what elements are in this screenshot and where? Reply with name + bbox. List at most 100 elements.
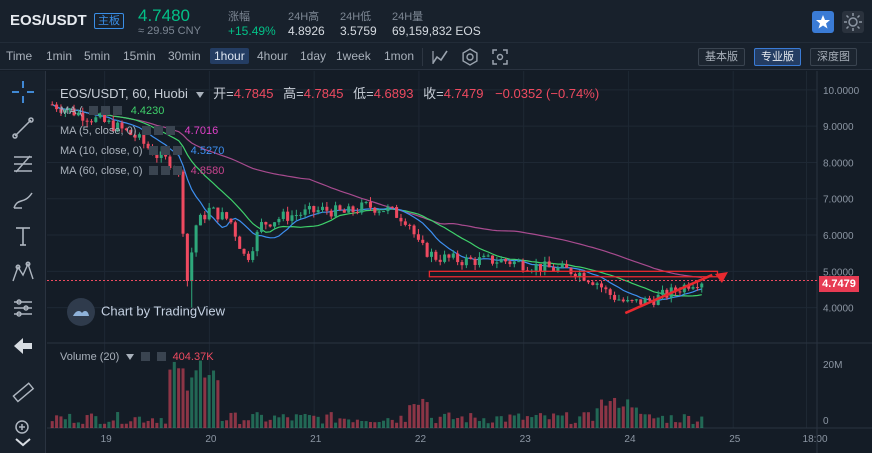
measure-icon[interactable] bbox=[10, 295, 36, 321]
candle-body bbox=[155, 154, 159, 158]
candle-body bbox=[521, 261, 525, 271]
volume-bar bbox=[194, 370, 198, 428]
volume-bar bbox=[290, 420, 294, 428]
text-icon[interactable] bbox=[10, 223, 36, 249]
change-value: +15.49% bbox=[228, 24, 276, 38]
favorite-star-icon[interactable] bbox=[812, 11, 834, 33]
candle-body bbox=[286, 211, 290, 221]
volume-bar bbox=[543, 415, 547, 428]
volume-bar bbox=[700, 416, 704, 428]
ma-legend-4[interactable]: MA (60, close, 0) 4.8580 bbox=[60, 165, 224, 177]
remove-icon[interactable] bbox=[172, 166, 182, 175]
settings-icon[interactable] bbox=[100, 106, 110, 115]
ma-label: MA (5, close, 0) bbox=[60, 125, 137, 137]
fib-icon[interactable] bbox=[10, 151, 36, 177]
indicators-icon[interactable] bbox=[430, 47, 450, 67]
interval-15min[interactable]: 15min bbox=[123, 49, 156, 63]
visibility-toggle-icon[interactable] bbox=[142, 126, 152, 135]
settings-icon[interactable] bbox=[160, 166, 170, 175]
ma-label: MA (10, close, 0) bbox=[60, 145, 143, 157]
interval-1min[interactable]: 1min bbox=[46, 49, 73, 63]
last-price-tag: 4.7479 bbox=[819, 276, 859, 292]
interval-4hour[interactable]: 4hour bbox=[257, 49, 288, 63]
interval-time[interactable]: Time bbox=[6, 49, 33, 63]
theme-sun-icon[interactable] bbox=[842, 11, 864, 33]
volume-bar bbox=[198, 360, 202, 428]
volume-bar bbox=[547, 419, 551, 428]
volume-legend[interactable]: Volume (20) 404.37K bbox=[60, 351, 214, 363]
interval-1day[interactable]: 1day bbox=[300, 49, 327, 63]
crosshair-icon[interactable] bbox=[10, 79, 36, 105]
candle-body bbox=[63, 110, 67, 113]
volume-bar bbox=[399, 415, 403, 428]
volume-bar bbox=[246, 420, 250, 428]
visibility-toggle-icon[interactable] bbox=[88, 106, 98, 115]
volume-bar bbox=[364, 421, 368, 428]
volume-bar bbox=[255, 412, 259, 428]
pattern-icon[interactable] bbox=[10, 259, 36, 285]
candle-body bbox=[552, 267, 556, 272]
back-arrow-icon[interactable] bbox=[10, 333, 36, 359]
volume-bar bbox=[412, 404, 416, 428]
interval-1mon[interactable]: 1mon bbox=[384, 49, 415, 63]
chart-canvas[interactable]: 10.0000 9.0000 8.0000 7.0000 6.0000 5.0000 4.0… bbox=[47, 71, 872, 453]
interval-1hour[interactable]: 1hour bbox=[210, 48, 249, 64]
brush-icon[interactable] bbox=[10, 187, 36, 213]
volume-bar bbox=[207, 375, 211, 428]
remove-icon[interactable] bbox=[156, 352, 166, 361]
settings-icon[interactable] bbox=[141, 352, 151, 361]
interval-5min[interactable]: 5min bbox=[84, 49, 111, 63]
settings-icon[interactable] bbox=[154, 126, 164, 135]
pro-view-button[interactable]: 专业版 bbox=[754, 48, 801, 66]
screenshot-icon[interactable] bbox=[490, 47, 510, 67]
volume-bar bbox=[190, 377, 194, 428]
volume-bar bbox=[94, 416, 98, 428]
volume-bar bbox=[146, 420, 150, 428]
ma-legend-3[interactable]: MA (10, close, 0) 4.5270 bbox=[60, 145, 224, 157]
zoom-icon[interactable] bbox=[10, 415, 36, 441]
visibility-toggle-icon[interactable] bbox=[148, 146, 158, 155]
candle-body bbox=[81, 112, 85, 121]
trendline-icon[interactable] bbox=[10, 115, 36, 141]
volume-bar bbox=[155, 422, 159, 428]
candle-body bbox=[342, 210, 346, 213]
candle-body bbox=[403, 221, 407, 225]
interval-30min[interactable]: 30min bbox=[168, 49, 201, 63]
ma-legend-1[interactable]: MA ( 4.4230 bbox=[60, 105, 164, 117]
volume-label: 24H量 bbox=[392, 11, 424, 23]
volume-bar bbox=[608, 401, 612, 428]
settings-icon[interactable] bbox=[160, 146, 170, 155]
candle-body bbox=[290, 215, 294, 221]
candle-body bbox=[142, 134, 146, 144]
depth-view-button[interactable]: 深度图 bbox=[810, 48, 857, 66]
candle-body bbox=[652, 300, 656, 305]
settings-gear-icon[interactable] bbox=[460, 47, 480, 67]
candle-body bbox=[207, 207, 211, 220]
candle-body bbox=[464, 257, 468, 266]
symbol-line[interactable]: EOS/USDT, 60, Huobi bbox=[60, 86, 188, 101]
pair-name[interactable]: EOS/USDT bbox=[10, 12, 87, 29]
tradingview-watermark[interactable]: Chart by TradingView bbox=[67, 298, 225, 326]
remove-icon[interactable] bbox=[172, 146, 182, 155]
price-chart[interactable]: 10.0000 9.0000 8.0000 7.0000 6.0000 5.0000 4.0… bbox=[47, 71, 872, 453]
candle-body bbox=[399, 217, 403, 222]
candle-body bbox=[565, 264, 569, 268]
volume-bar bbox=[72, 422, 76, 428]
remove-icon[interactable] bbox=[112, 106, 122, 115]
symbol-menu-icon[interactable] bbox=[195, 86, 204, 98]
visibility-toggle-icon[interactable] bbox=[148, 166, 158, 175]
interval-1week[interactable]: 1week bbox=[336, 49, 371, 63]
candle-body bbox=[307, 206, 311, 210]
candle-body bbox=[639, 299, 643, 305]
remove-icon[interactable] bbox=[166, 126, 176, 135]
volume-menu-icon[interactable] bbox=[126, 351, 135, 363]
basic-view-button[interactable]: 基本版 bbox=[698, 48, 745, 66]
expand-down-icon[interactable] bbox=[12, 431, 38, 453]
volume-bar bbox=[347, 419, 351, 428]
ruler-icon[interactable] bbox=[10, 379, 36, 405]
volume-bar bbox=[674, 422, 678, 428]
volume-bar bbox=[656, 417, 660, 428]
volume-bar bbox=[613, 397, 617, 428]
ma-legend-2[interactable]: MA (5, close, 0) 4.7016 bbox=[60, 125, 218, 137]
volume-bar bbox=[552, 413, 556, 428]
